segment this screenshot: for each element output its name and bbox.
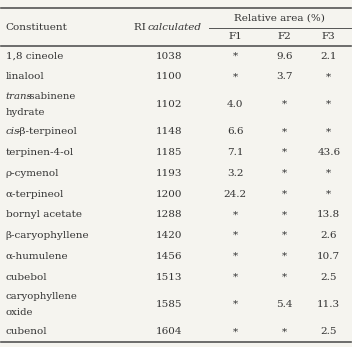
- Text: *: *: [326, 127, 331, 136]
- Text: Relative area (%): Relative area (%): [234, 14, 325, 23]
- Text: *: *: [282, 327, 287, 336]
- Text: *: *: [282, 252, 287, 261]
- Text: cubebol: cubebol: [6, 272, 47, 281]
- Text: hydrate: hydrate: [6, 108, 45, 117]
- Text: *: *: [282, 189, 287, 198]
- Text: *: *: [233, 272, 238, 281]
- Text: linalool: linalool: [6, 73, 44, 82]
- Text: 3.2: 3.2: [227, 169, 244, 178]
- Text: *: *: [282, 272, 287, 281]
- Text: 11.3: 11.3: [317, 300, 340, 309]
- Text: 1513: 1513: [156, 272, 182, 281]
- Text: *: *: [233, 52, 238, 61]
- Text: 13.8: 13.8: [317, 210, 340, 219]
- Text: 4.0: 4.0: [227, 100, 244, 109]
- Text: 7.1: 7.1: [227, 148, 244, 157]
- Text: 2.5: 2.5: [321, 272, 337, 281]
- Text: 1185: 1185: [156, 148, 182, 157]
- Text: -sabinene: -sabinene: [26, 92, 76, 101]
- Text: 2.6: 2.6: [321, 231, 337, 240]
- Text: caryophyllene: caryophyllene: [6, 292, 77, 301]
- Text: β-caryophyllene: β-caryophyllene: [6, 231, 89, 240]
- Text: Constituent: Constituent: [5, 23, 67, 32]
- Text: *: *: [326, 169, 331, 178]
- Text: α-terpineol: α-terpineol: [6, 189, 64, 198]
- Text: bornyl acetate: bornyl acetate: [6, 210, 82, 219]
- Text: *: *: [282, 231, 287, 240]
- Text: α-humulene: α-humulene: [6, 252, 68, 261]
- Text: calculated: calculated: [147, 23, 201, 32]
- Text: 6.6: 6.6: [227, 127, 244, 136]
- Text: *: *: [282, 127, 287, 136]
- Text: -β-terpineol: -β-terpineol: [16, 127, 77, 136]
- Text: 2.1: 2.1: [321, 52, 337, 61]
- Text: 1200: 1200: [156, 189, 182, 198]
- Text: *: *: [233, 327, 238, 336]
- Text: ρ-cymenol: ρ-cymenol: [6, 169, 59, 178]
- Text: 3.7: 3.7: [276, 73, 293, 82]
- Text: 2.5: 2.5: [321, 327, 337, 336]
- Text: 1102: 1102: [156, 100, 182, 109]
- Text: 1,8 cineole: 1,8 cineole: [6, 52, 63, 61]
- Text: F1: F1: [228, 32, 242, 41]
- Text: cubenol: cubenol: [6, 327, 47, 336]
- Text: oxide: oxide: [6, 308, 33, 317]
- Text: 1038: 1038: [156, 52, 182, 61]
- Text: *: *: [326, 100, 331, 109]
- Text: 10.7: 10.7: [317, 252, 340, 261]
- Text: *: *: [233, 300, 238, 309]
- Text: 1193: 1193: [156, 169, 182, 178]
- Text: *: *: [233, 210, 238, 219]
- Text: *: *: [282, 148, 287, 157]
- Text: *: *: [282, 100, 287, 109]
- Text: 1456: 1456: [156, 252, 182, 261]
- Text: F3: F3: [322, 32, 336, 41]
- Text: trans: trans: [6, 92, 32, 101]
- Text: 9.6: 9.6: [276, 52, 293, 61]
- Text: 1604: 1604: [156, 327, 182, 336]
- Text: *: *: [233, 231, 238, 240]
- Text: F2: F2: [277, 32, 291, 41]
- Text: terpinen-4-ol: terpinen-4-ol: [6, 148, 74, 157]
- Text: 1420: 1420: [156, 231, 182, 240]
- Text: *: *: [326, 189, 331, 198]
- Text: 1100: 1100: [156, 73, 182, 82]
- Text: *: *: [326, 73, 331, 82]
- Text: *: *: [233, 73, 238, 82]
- Text: *: *: [282, 169, 287, 178]
- Text: 5.4: 5.4: [276, 300, 293, 309]
- Text: 43.6: 43.6: [317, 148, 340, 157]
- Text: 1585: 1585: [156, 300, 182, 309]
- Text: 24.2: 24.2: [224, 189, 247, 198]
- Text: *: *: [282, 210, 287, 219]
- Text: 1288: 1288: [156, 210, 182, 219]
- Text: 1148: 1148: [156, 127, 182, 136]
- Text: *: *: [233, 252, 238, 261]
- Text: RI: RI: [134, 23, 149, 32]
- Text: cis: cis: [6, 127, 20, 136]
